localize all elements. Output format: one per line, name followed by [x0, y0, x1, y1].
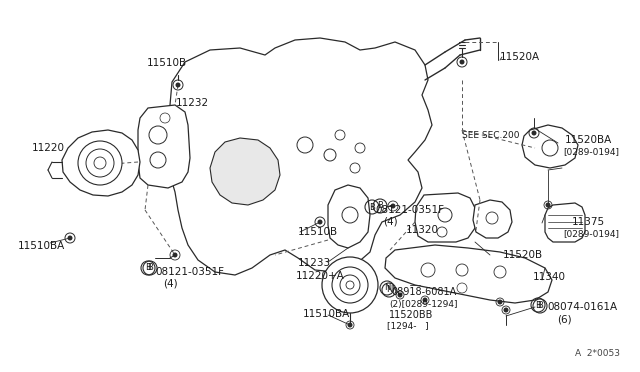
Text: 11510BA: 11510BA [18, 241, 65, 251]
Circle shape [531, 131, 536, 135]
Circle shape [542, 140, 558, 156]
Text: (4): (4) [383, 217, 397, 227]
Polygon shape [522, 125, 578, 168]
Text: 11510B: 11510B [147, 58, 187, 68]
Circle shape [397, 292, 403, 298]
Circle shape [322, 257, 378, 313]
Text: 11320: 11320 [406, 225, 439, 235]
Text: 11520BB: 11520BB [389, 310, 433, 320]
Text: (6): (6) [557, 314, 572, 324]
Polygon shape [168, 38, 432, 275]
Polygon shape [545, 203, 585, 242]
Circle shape [94, 157, 106, 169]
Circle shape [421, 263, 435, 277]
Circle shape [175, 83, 180, 87]
Circle shape [497, 299, 502, 305]
Text: 11520A: 11520A [500, 52, 540, 62]
Circle shape [78, 141, 122, 185]
Circle shape [335, 130, 345, 140]
Polygon shape [328, 185, 370, 248]
Text: [0289-0194]: [0289-0194] [563, 148, 619, 157]
Circle shape [355, 143, 365, 153]
Circle shape [324, 149, 336, 161]
Circle shape [457, 283, 467, 293]
Text: [1294-   ]: [1294- ] [387, 321, 429, 330]
Circle shape [438, 208, 452, 222]
Text: N: N [386, 285, 392, 295]
Circle shape [390, 203, 396, 208]
Text: 11510B: 11510B [298, 227, 338, 237]
Text: SEE SEC.200: SEE SEC.200 [462, 131, 520, 140]
Circle shape [350, 163, 360, 173]
Text: B: B [535, 301, 541, 310]
Circle shape [173, 253, 177, 257]
Text: 11510BA: 11510BA [303, 309, 350, 319]
Text: 11232: 11232 [176, 98, 209, 108]
Text: B: B [369, 202, 375, 212]
Text: 08918-6081A: 08918-6081A [391, 287, 456, 297]
Text: A  2*0053: A 2*0053 [575, 349, 620, 358]
Circle shape [297, 137, 313, 153]
Circle shape [422, 298, 428, 302]
Circle shape [332, 267, 368, 303]
Circle shape [342, 207, 358, 223]
Text: 11233: 11233 [298, 258, 331, 268]
Text: 11220: 11220 [32, 143, 65, 153]
Text: (4): (4) [163, 279, 178, 289]
Circle shape [346, 281, 354, 289]
Text: (2)[0289-1294]: (2)[0289-1294] [389, 299, 458, 308]
Circle shape [160, 113, 170, 123]
Circle shape [460, 60, 465, 64]
Text: 11520B: 11520B [503, 250, 543, 260]
Circle shape [504, 308, 509, 312]
Circle shape [348, 323, 353, 327]
Circle shape [317, 219, 323, 224]
Text: B: B [147, 263, 153, 273]
Text: 11340: 11340 [533, 272, 566, 282]
Text: 08121-0351F: 08121-0351F [375, 205, 444, 215]
Circle shape [486, 212, 498, 224]
Circle shape [149, 126, 167, 144]
Text: B: B [377, 202, 383, 211]
Circle shape [86, 149, 114, 177]
Text: B: B [537, 301, 543, 311]
Text: 08074-0161A: 08074-0161A [547, 302, 617, 312]
Circle shape [340, 275, 360, 295]
Text: B: B [145, 263, 151, 273]
Circle shape [494, 266, 506, 278]
Polygon shape [62, 130, 140, 196]
Text: 11220+A: 11220+A [296, 271, 345, 281]
Circle shape [437, 227, 447, 237]
Circle shape [67, 235, 72, 241]
Text: 11520BA: 11520BA [565, 135, 612, 145]
Polygon shape [473, 200, 512, 238]
Text: [0289-0194]: [0289-0194] [563, 230, 619, 238]
Polygon shape [138, 105, 190, 188]
Text: 11375: 11375 [572, 217, 605, 227]
Circle shape [456, 264, 468, 276]
Circle shape [545, 202, 550, 208]
Circle shape [150, 152, 166, 168]
Polygon shape [415, 193, 475, 242]
Polygon shape [210, 138, 280, 205]
Text: 08121-0351F: 08121-0351F [155, 267, 224, 277]
Text: N: N [384, 283, 390, 292]
Polygon shape [385, 245, 552, 303]
